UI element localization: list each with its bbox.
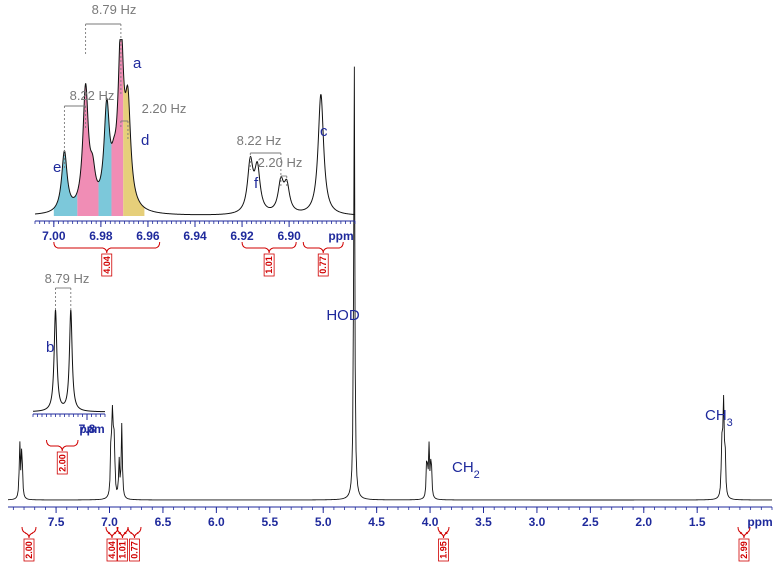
inset-b-trace (32, 308, 105, 413)
coupling-label-2: 2.20 Hz (142, 101, 187, 116)
inset-b-integral-0-box (56, 451, 68, 475)
coupling-label-3: 8.22 Hz (237, 133, 282, 148)
main-spectrum-tick-label: 2.0 (635, 515, 652, 529)
main-integral-0-box (23, 538, 35, 562)
multiplet-fill-e2 (98, 98, 112, 216)
multiplet-fill-e (53, 150, 78, 216)
inset-aromatic-tick-label: 7.00 (42, 229, 66, 243)
peak-labels: HOD CH2 CH3 a c d e f b (46, 55, 733, 481)
main-integral-2-bracket (116, 526, 129, 539)
peak-label-e: e (53, 159, 61, 176)
main-spectrum-unit-label: ppm (747, 515, 772, 529)
main-spectrum-tick-label: 6.5 (155, 515, 172, 529)
main-integral-3-value: 0.77 (130, 541, 140, 559)
integrals: 2.00 4.04 1.01 0.77 1.95 2.994.04 1.01 0.772.00 (21, 241, 751, 562)
main-spectrum-tick-label: 5.5 (261, 515, 278, 529)
spectrum-traces (7, 39, 772, 501)
main-integral-4-value: 1.95 (439, 541, 449, 559)
peak-label-f: f (254, 175, 259, 192)
main-integral-1-box (106, 538, 118, 562)
inset-aromatic-trace (34, 39, 356, 216)
inset-aro-integral-2-bracket (302, 241, 344, 254)
main-spectrum-tick-label: 1.5 (689, 515, 706, 529)
inset-aromatic-tick-label: 6.98 (89, 229, 113, 243)
main-integral-3-box (129, 538, 140, 562)
inset-aromatic-tick-label: 6.96 (136, 229, 160, 243)
main-integral-4-box (438, 538, 449, 562)
inset-aro-integral-2-box (317, 253, 329, 277)
inset-aro-integral-1-bracket (241, 241, 297, 254)
coupling-label-1: 8.22 Hz (70, 88, 115, 103)
main-spectrum-tick-label: 4.0 (422, 515, 439, 529)
main-integral-5-bracket (737, 526, 751, 539)
multiplet-fills (53, 39, 145, 217)
inset-aromatic-tick-label: 6.90 (277, 229, 301, 243)
main-spectrum-tick-label: 4.5 (368, 515, 385, 529)
main-integral-3-bracket (127, 526, 142, 539)
main-spectrum-tick-label: 2.5 (582, 515, 599, 529)
main-integral-0-bracket (21, 526, 37, 539)
inset-b-unit-label: ppm (79, 422, 104, 436)
main-integral-0-value: 2.00 (24, 541, 34, 559)
main-spectrum-tick-label: 3.0 (529, 515, 546, 529)
peak-label-ch2-subscript: 2 (474, 469, 480, 481)
coupling-label-4: 2.20 Hz (258, 155, 303, 170)
inset-aromatic-unit-label: ppm (328, 229, 353, 243)
multiplet-fill-d (123, 65, 145, 217)
main-integral-1-value: 4.04 (107, 541, 117, 559)
main-spectrum-tick-label: 3.5 (475, 515, 492, 529)
inset-aromatic-tick-label: 6.92 (230, 229, 254, 243)
inset-aro-integral-2-value: 0.77 (318, 256, 328, 274)
main-integral-5-value: 2.99 (739, 541, 749, 559)
inset-aromatic-tick-label: 6.94 (183, 229, 207, 243)
main-spectrum-tick-label: 6.0 (208, 515, 225, 529)
main-integral-4-bracket (437, 526, 450, 539)
main-spectrum-tick-label: 7.5 (48, 515, 65, 529)
peak-label-ch2: CH2 (452, 459, 480, 481)
main-integral-5-box (738, 538, 750, 562)
inset-aro-integral-1-box (263, 253, 275, 277)
main-spectrum-trace (7, 66, 772, 501)
peak-label-hod: HOD (326, 307, 360, 324)
main-integral-2-box (117, 538, 128, 562)
peak-label-ch3-subscript: 3 (727, 417, 733, 429)
peak-label-ch3: CH3 (705, 407, 733, 429)
axes: 7.5 7.0 6.5 6.0 5.5 5.0 4.5 4.0 3.5 3.0 2.5 2.0 1.5 p… (8, 220, 773, 529)
multiplet-fill-pink (77, 83, 99, 216)
inset-aro-integral-0-value: 4.04 (102, 256, 112, 274)
inset-aro-integral-0-bracket (53, 241, 161, 254)
inset-aro-integral-0-box (101, 253, 113, 277)
inset-aro-integral-1-value: 1.01 (264, 256, 274, 274)
main-spectrum-tick-label: 5.0 (315, 515, 332, 529)
main-integral-2-value: 1.01 (118, 541, 128, 559)
coupling-constants: 8.79 Hz 8.22 Hz 2.20 Hz 8.22 Hz 2.20 Hz 8.79 … (45, 2, 303, 310)
peak-label-d: d (141, 132, 149, 149)
coupling-label-0: 8.79 Hz (92, 2, 137, 17)
peak-label-a: a (133, 55, 142, 72)
inset-b-integral-0-bracket (46, 439, 79, 452)
inset-b-tick-label: 7.8 (79, 422, 96, 436)
peak-label-c: c (320, 123, 328, 140)
main-spectrum-tick-label: 7.0 (101, 515, 118, 529)
peak-label-b: b (46, 339, 54, 356)
b-coupling-label: 8.79 Hz (45, 271, 90, 286)
multiplet-fill-pink2 (111, 39, 124, 216)
inset-b-integral-0-value: 2.00 (57, 454, 67, 472)
main-integral-1-bracket (105, 526, 119, 539)
